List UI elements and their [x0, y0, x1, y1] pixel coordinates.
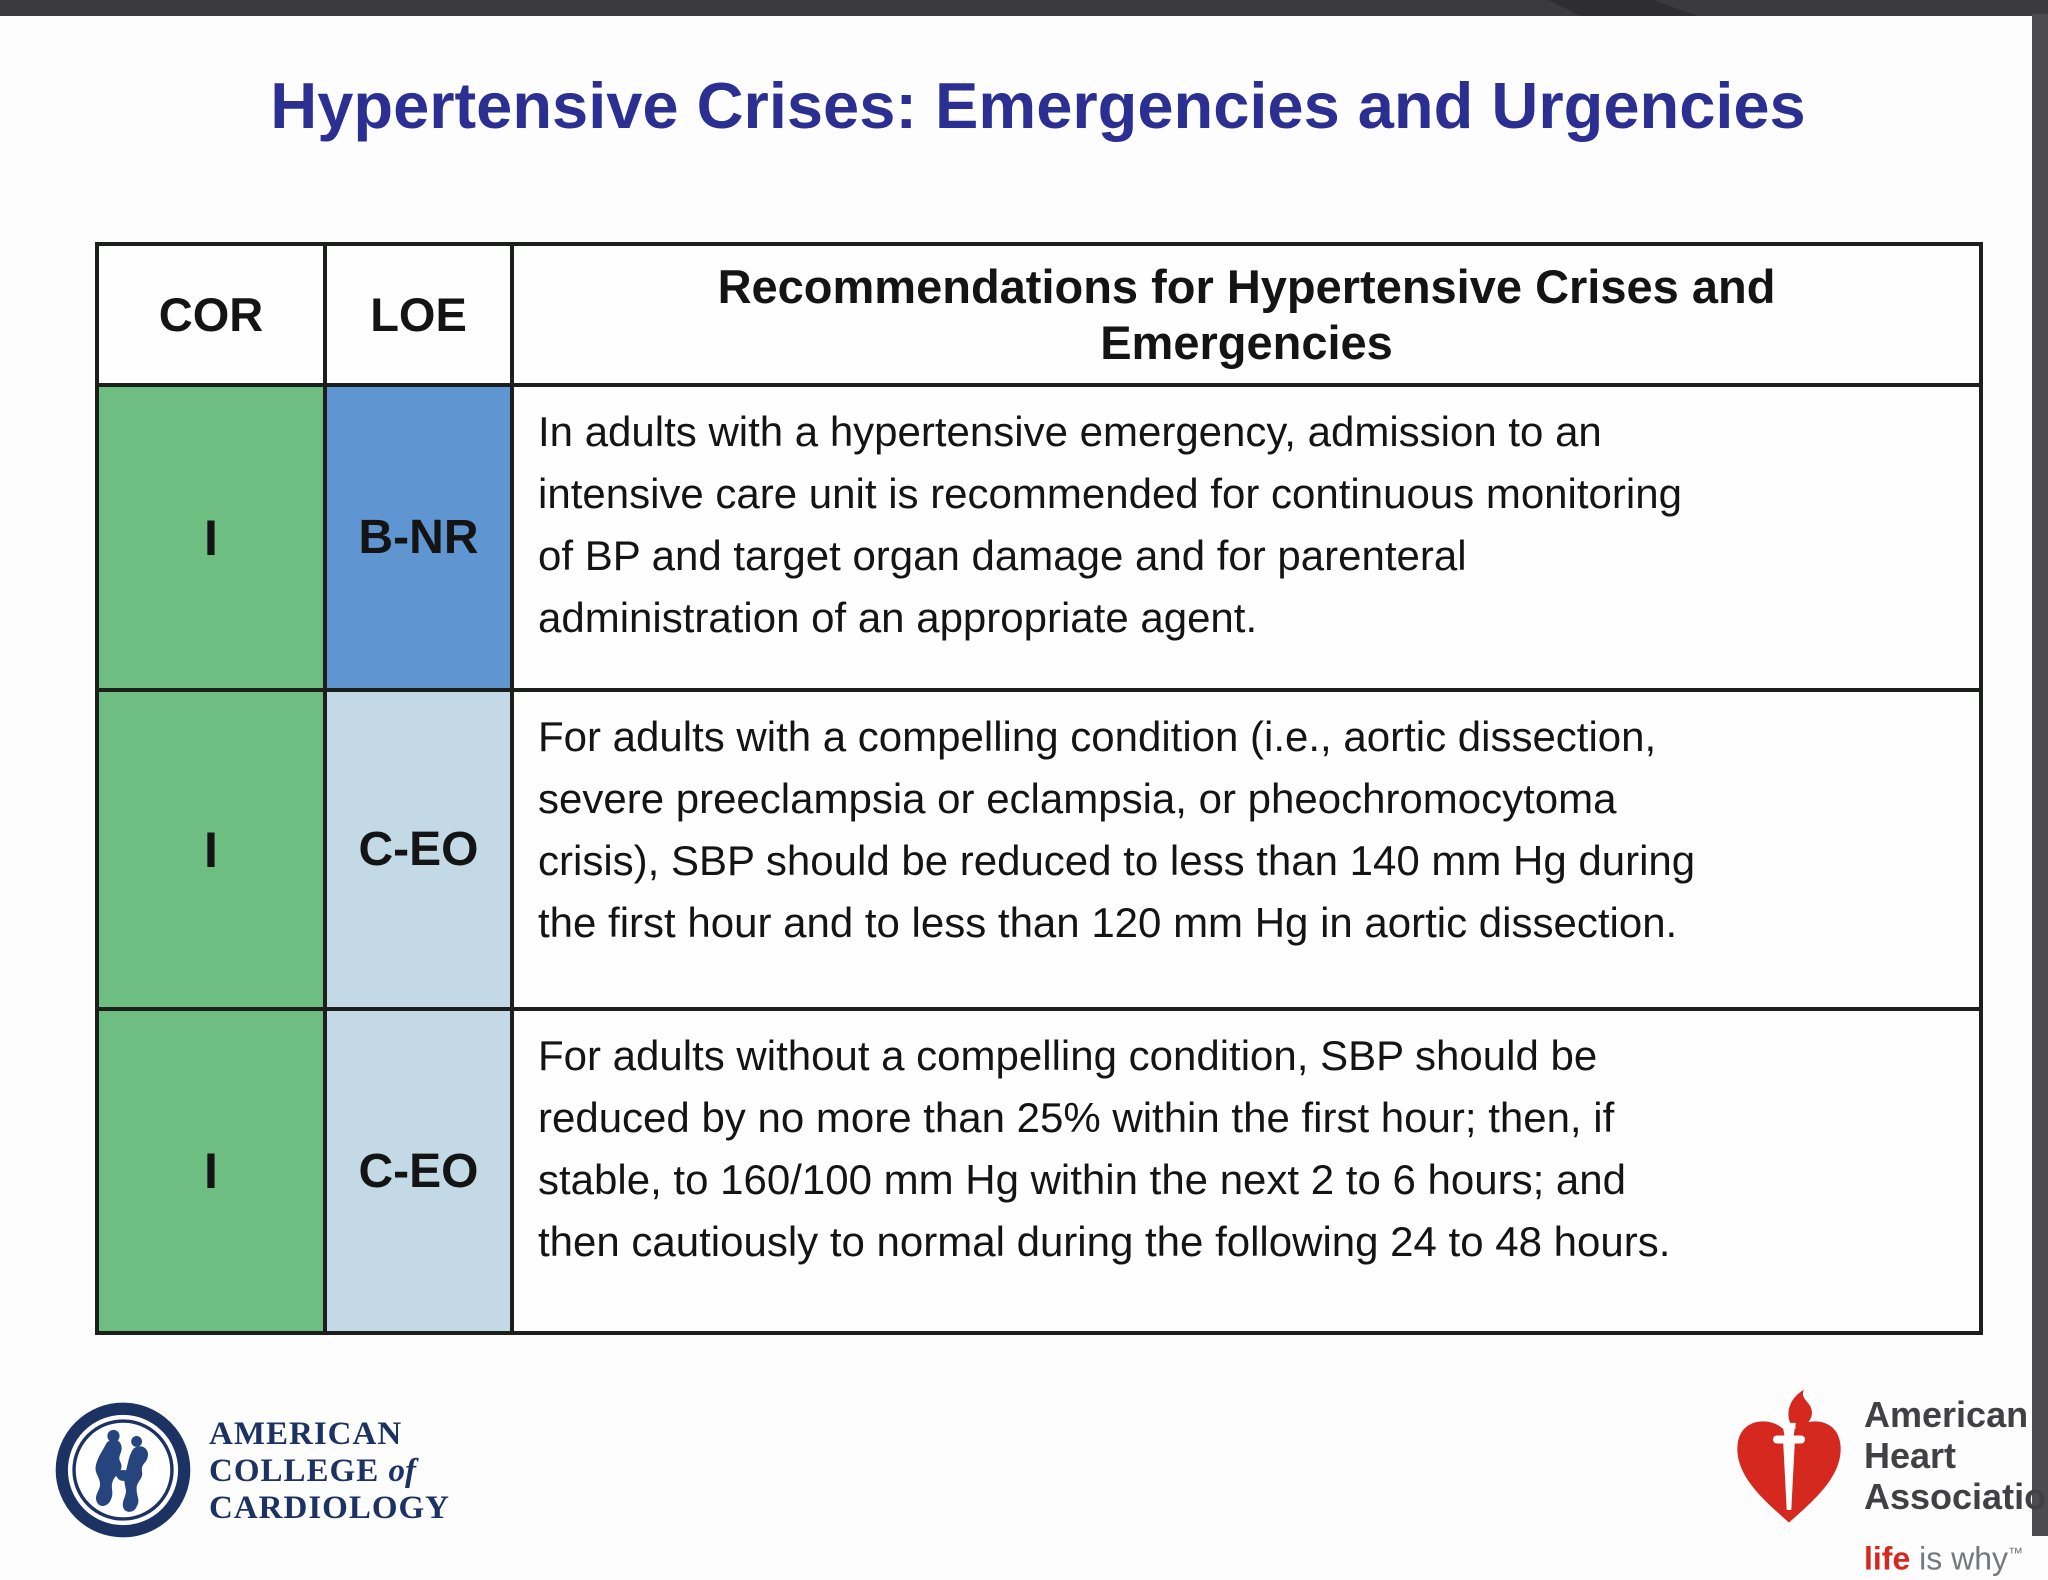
- window-top-bar: [0, 0, 2048, 16]
- slide-title: Hypertensive Crises: Emergencies and Urg…: [270, 69, 1806, 142]
- row3-loe-cell: C-EO: [327, 1011, 514, 1331]
- aha-line-association: Association: [1864, 1476, 2048, 1517]
- aha-heart-torch-icon: [1737, 1389, 1841, 1523]
- row3-recommendation-text: For adults without a compelling conditio…: [514, 1011, 1979, 1331]
- aha-logo: American Heart Association life is why™: [1726, 1388, 2048, 1580]
- top-bar-shadow: [1548, 0, 1698, 16]
- acc-logo-text: AMERICAN COLLEGE of CARDIOLOGY: [209, 1416, 450, 1527]
- window-right-edge: [2032, 14, 2048, 1536]
- row1-recommendation-text: In adults with a hypertensive emergency,…: [514, 387, 1979, 692]
- slide: Hypertensive Crises: Emergencies and Urg…: [0, 16, 2048, 1577]
- row2-cor-cell: I: [99, 692, 327, 1011]
- aha-tagline-tm: ™: [2008, 1545, 2024, 1562]
- aha-line-american: American: [1864, 1394, 2029, 1435]
- header-recommendations: Recommendations for Hypertensive Crises …: [514, 246, 1979, 387]
- header-loe: LOE: [327, 246, 514, 387]
- row3-cor-cell: I: [99, 1011, 327, 1331]
- aha-tagline-rest: is why: [1910, 1540, 2009, 1577]
- aha-logo-text: American Heart Association life is why™: [1864, 1394, 2048, 1580]
- row2-loe-cell: C-EO: [327, 692, 514, 1011]
- acc-logo: AMERICAN COLLEGE of CARDIOLOGY: [55, 1402, 450, 1538]
- acc-line-cardiology: CARDIOLOGY: [209, 1490, 451, 1526]
- row1-cor-cell: I: [99, 387, 327, 692]
- row1-loe-cell: B-NR: [327, 387, 514, 692]
- acc-line-college-of: COLLEGE of: [209, 1453, 416, 1489]
- aha-tagline: life is why™: [1864, 1533, 2048, 1580]
- acc-line-american: AMERICAN: [209, 1416, 403, 1452]
- header-cor: COR: [99, 246, 327, 387]
- acc-seal-icon: [55, 1402, 191, 1538]
- row2-recommendation-text: For adults with a compelling condition (…: [514, 692, 1979, 1011]
- aha-line-heart: Heart: [1864, 1435, 1957, 1476]
- recommendations-table: COR LOE Recommendations for Hypertensive…: [95, 242, 1983, 1335]
- aha-tagline-life: life: [1864, 1540, 1911, 1577]
